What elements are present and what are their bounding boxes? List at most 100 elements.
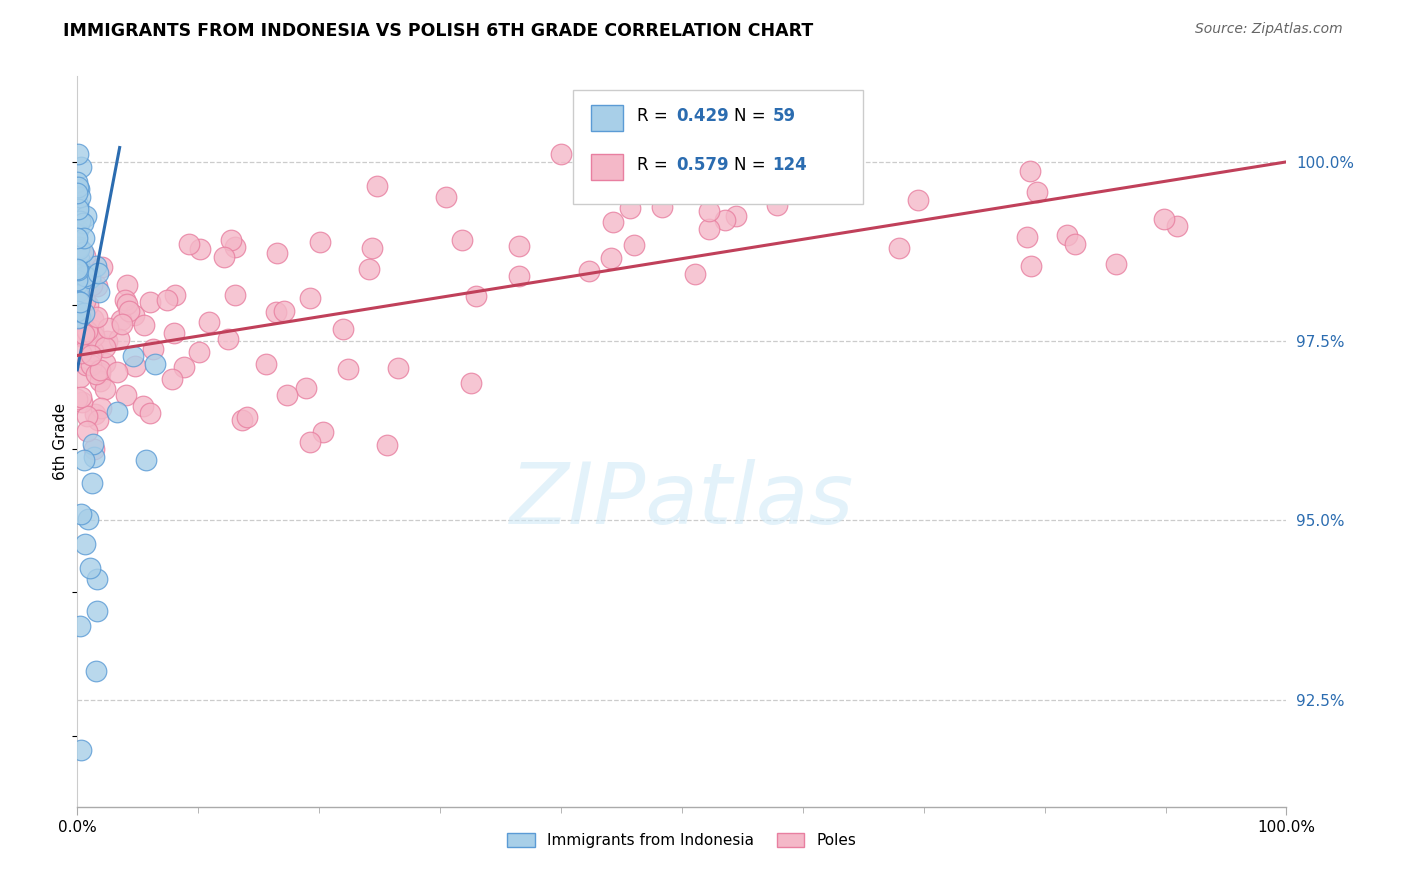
Point xyxy=(66,267,89,281)
Point xyxy=(1056,228,1078,243)
Point xyxy=(465,289,488,303)
Point xyxy=(298,291,321,305)
Point xyxy=(67,285,90,299)
Point xyxy=(70,508,93,522)
Point xyxy=(66,230,89,244)
Point xyxy=(66,392,89,406)
Point xyxy=(697,203,720,218)
Point xyxy=(105,365,128,379)
Point xyxy=(66,202,89,216)
Point xyxy=(1105,257,1128,271)
Point xyxy=(82,311,104,326)
Point xyxy=(96,334,118,348)
Text: N =: N = xyxy=(734,107,770,125)
Point xyxy=(122,308,145,322)
Point xyxy=(231,413,253,427)
Point xyxy=(66,293,89,308)
Y-axis label: 6th Grade: 6th Grade xyxy=(53,403,69,480)
Point xyxy=(80,476,103,491)
Point xyxy=(66,304,89,318)
Point xyxy=(72,216,94,230)
Point xyxy=(132,399,155,413)
Point xyxy=(67,182,90,196)
Point xyxy=(79,561,101,575)
Point xyxy=(108,332,131,346)
Point xyxy=(602,215,624,229)
Point xyxy=(89,374,111,388)
Point xyxy=(114,293,136,307)
Point xyxy=(67,242,90,256)
Point xyxy=(90,401,112,416)
Point xyxy=(1019,164,1042,178)
Point xyxy=(460,376,482,391)
Point xyxy=(889,241,911,255)
Point xyxy=(84,260,107,274)
Point xyxy=(236,409,259,424)
Point xyxy=(309,235,332,249)
Point xyxy=(156,293,179,307)
Point xyxy=(80,358,103,372)
Point xyxy=(69,261,91,276)
Point xyxy=(82,436,104,450)
FancyBboxPatch shape xyxy=(592,154,623,179)
Point xyxy=(110,317,132,331)
Text: Source: ZipAtlas.com: Source: ZipAtlas.com xyxy=(1195,22,1343,37)
Point xyxy=(91,260,114,275)
Point xyxy=(67,284,90,298)
Point xyxy=(266,246,288,260)
Point xyxy=(264,305,287,319)
Point xyxy=(72,330,94,344)
Point xyxy=(69,190,91,204)
Point xyxy=(75,209,97,223)
Point xyxy=(110,313,132,327)
Point xyxy=(434,190,457,204)
Point xyxy=(67,310,90,325)
Point xyxy=(124,359,146,374)
Point xyxy=(66,311,89,326)
Point xyxy=(212,250,235,264)
Point xyxy=(79,271,101,285)
Point xyxy=(697,221,720,235)
Point xyxy=(94,356,117,370)
Point xyxy=(679,169,702,183)
Point xyxy=(619,201,641,215)
Point xyxy=(76,424,98,438)
Point xyxy=(82,343,104,358)
Point xyxy=(73,306,96,320)
Point xyxy=(83,329,105,343)
Point xyxy=(1153,211,1175,226)
Point xyxy=(179,237,201,252)
Point xyxy=(1017,230,1039,244)
Point xyxy=(86,572,108,586)
Point xyxy=(1019,259,1042,273)
Text: 59: 59 xyxy=(773,107,796,125)
Point xyxy=(76,324,98,338)
Point xyxy=(299,434,322,449)
Point xyxy=(77,297,100,311)
Point xyxy=(69,214,91,228)
Point xyxy=(70,390,93,404)
Point xyxy=(73,231,96,245)
Point xyxy=(163,287,186,301)
Point xyxy=(254,357,277,371)
Point xyxy=(115,387,138,401)
Text: 0.579: 0.579 xyxy=(676,156,728,174)
Point xyxy=(70,312,93,326)
Point xyxy=(75,249,97,263)
Point xyxy=(217,332,239,346)
Point xyxy=(77,512,100,526)
Point xyxy=(190,242,212,256)
Point xyxy=(69,328,91,343)
Point xyxy=(69,214,91,228)
Point xyxy=(162,372,184,386)
Point xyxy=(121,349,143,363)
Point xyxy=(187,345,209,359)
Point xyxy=(86,604,108,618)
Point xyxy=(75,358,97,372)
Point xyxy=(599,251,621,265)
Point xyxy=(86,310,108,325)
Point xyxy=(273,304,295,318)
Point xyxy=(139,406,162,420)
Point xyxy=(66,186,89,200)
Point xyxy=(70,743,93,757)
